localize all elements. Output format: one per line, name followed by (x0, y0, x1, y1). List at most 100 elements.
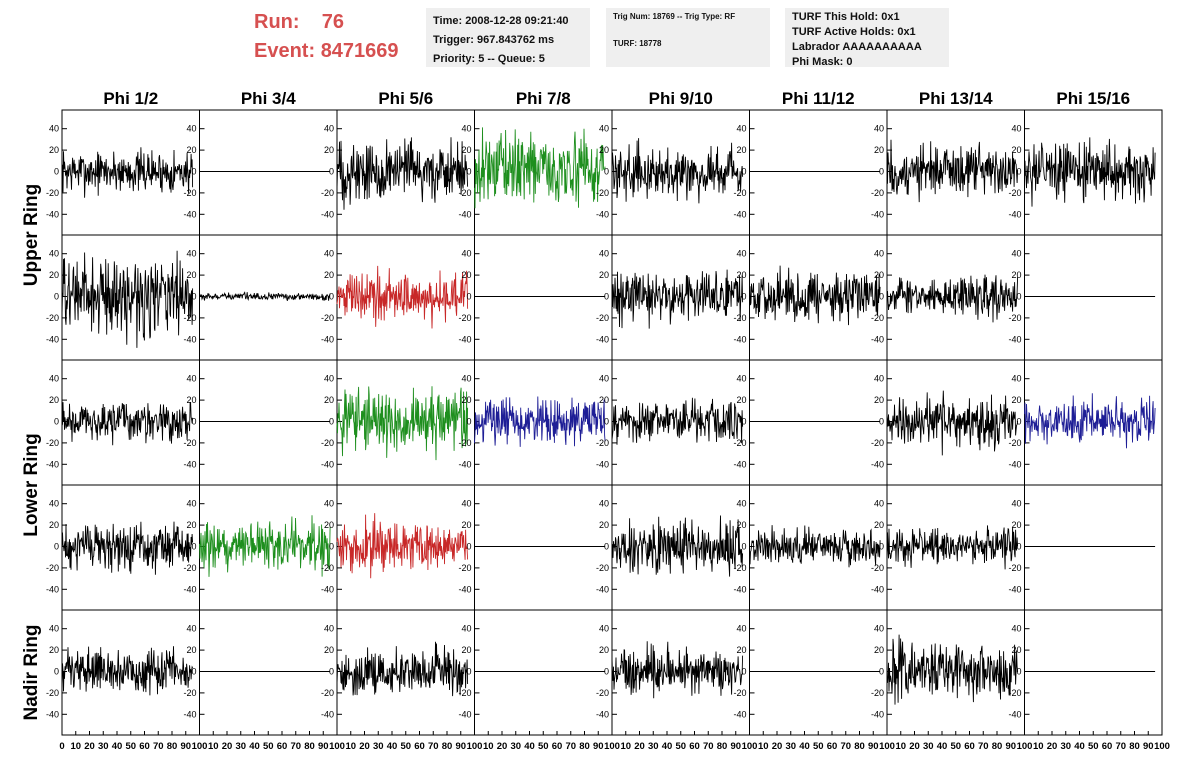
x-tick-label: 20 (634, 741, 645, 752)
x-tick-label: 80 (579, 741, 590, 752)
y-tick-label: 0 (54, 667, 59, 677)
y-tick-label: -20 (183, 313, 196, 323)
x-tick-label: 40 (662, 741, 673, 752)
x-tick-label: 70 (1115, 741, 1126, 752)
panel-frame (749, 609, 888, 736)
y-tick-label: 40 (1011, 249, 1021, 259)
y-tick-label: -20 (1008, 188, 1021, 198)
y-tick-label: 20 (186, 520, 196, 530)
x-tick-label: 80 (992, 741, 1003, 752)
y-tick-label: -20 (733, 438, 746, 448)
y-tick-label: 0 (741, 167, 746, 177)
y-tick-label: 20 (324, 270, 334, 280)
y-tick-label: -40 (1008, 584, 1021, 594)
y-tick-label: 20 (186, 145, 196, 155)
ring-label: Upper Ring (21, 184, 42, 286)
y-tick-label: 20 (49, 270, 59, 280)
y-tick-label: -40 (46, 209, 59, 219)
waveform-series (336, 386, 469, 461)
y-tick-label: 0 (329, 417, 334, 427)
y-tick-label: -20 (733, 188, 746, 198)
panel-frame (1024, 234, 1163, 361)
x-tick-label: 90 (730, 741, 741, 752)
ring-label: Nadir Ring (21, 624, 42, 720)
x-tick-label: 30 (510, 741, 521, 752)
x-tick-label: 60 (277, 741, 288, 752)
y-tick-label: 40 (736, 249, 746, 259)
y-tick-label: -40 (183, 584, 196, 594)
y-tick-label: -40 (321, 334, 334, 344)
x-tick-label: 20 (1047, 741, 1058, 752)
y-tick-label: -20 (321, 188, 334, 198)
y-tick-label: -40 (458, 584, 471, 594)
y-tick-label: 20 (461, 270, 471, 280)
x-tick-label: 60 (827, 741, 838, 752)
y-tick-label: -40 (1008, 459, 1021, 469)
y-tick-label: 20 (1011, 270, 1021, 280)
y-tick-label: 40 (599, 249, 609, 259)
y-tick-label: 40 (874, 624, 884, 634)
column-header: Phi 9/10 (649, 89, 713, 108)
x-tick-label: 10 (345, 741, 356, 752)
waveform-series (199, 515, 331, 577)
y-tick-label: 40 (324, 124, 334, 134)
x-tick-label: 100 (192, 741, 208, 752)
y-tick-label: 20 (874, 395, 884, 405)
x-tick-label: 30 (648, 741, 659, 752)
x-tick-label: 100 (1017, 741, 1033, 752)
y-tick-label: 20 (1011, 395, 1021, 405)
column-header: Phi 13/14 (919, 89, 993, 108)
y-tick-label: 40 (49, 124, 59, 134)
y-tick-label: 40 (736, 124, 746, 134)
panel-frame (1024, 609, 1163, 736)
panel-frame (199, 109, 338, 236)
panel-frame (749, 359, 888, 486)
phi-mask-line: Phi Mask: 0 (792, 56, 853, 68)
x-tick-label: 60 (689, 741, 700, 752)
x-tick-label: 70 (840, 741, 851, 752)
y-tick-label: -20 (871, 563, 884, 573)
waveform-series (886, 525, 1019, 570)
y-tick-label: 20 (736, 645, 746, 655)
panel-frame (474, 484, 613, 611)
waveform-series (61, 147, 194, 198)
x-tick-label: 20 (909, 741, 920, 752)
x-tick-label: 70 (565, 741, 576, 752)
y-tick-label: 0 (1016, 667, 1021, 677)
x-tick-label: 20 (222, 741, 233, 752)
run-event-block: Run: 76 Event: 8471669 (254, 8, 399, 66)
y-tick-label: 40 (1011, 499, 1021, 509)
y-tick-label: -20 (733, 563, 746, 573)
x-tick-label: 10 (620, 741, 631, 752)
y-tick-label: -20 (321, 438, 334, 448)
x-tick-label: 20 (772, 741, 783, 752)
y-tick-label: 0 (604, 542, 609, 552)
y-tick-label: 40 (461, 374, 471, 384)
y-tick-label: 40 (874, 124, 884, 134)
y-tick-label: 0 (1016, 167, 1021, 177)
x-tick-label: 100 (1154, 741, 1170, 752)
y-tick-label: -40 (183, 334, 196, 344)
y-tick-label: 20 (599, 270, 609, 280)
event-value: 8471669 (320, 40, 399, 62)
y-tick-label: 20 (49, 645, 59, 655)
y-tick-label: 0 (1016, 292, 1021, 302)
time-info-box: Time: 2008-12-28 09:21:40 Trigger: 967.8… (426, 8, 590, 67)
x-tick-label: 30 (235, 741, 246, 752)
y-tick-label: 0 (741, 292, 746, 302)
waveform-series (336, 513, 469, 579)
y-tick-label: -20 (458, 438, 471, 448)
x-tick-label: 10 (1033, 741, 1044, 752)
y-tick-label: 20 (461, 520, 471, 530)
y-tick-label: 0 (879, 542, 884, 552)
y-tick-label: 40 (599, 124, 609, 134)
column-header: Phi 1/2 (103, 89, 158, 108)
y-tick-label: -40 (321, 209, 334, 219)
y-tick-label: 20 (874, 145, 884, 155)
waveform-series (474, 396, 606, 447)
x-tick-label: 60 (964, 741, 975, 752)
run-line: Run: 76 (254, 8, 399, 37)
y-tick-label: -40 (733, 459, 746, 469)
column-header: Phi 3/4 (241, 89, 296, 108)
x-tick-label: 90 (455, 741, 466, 752)
